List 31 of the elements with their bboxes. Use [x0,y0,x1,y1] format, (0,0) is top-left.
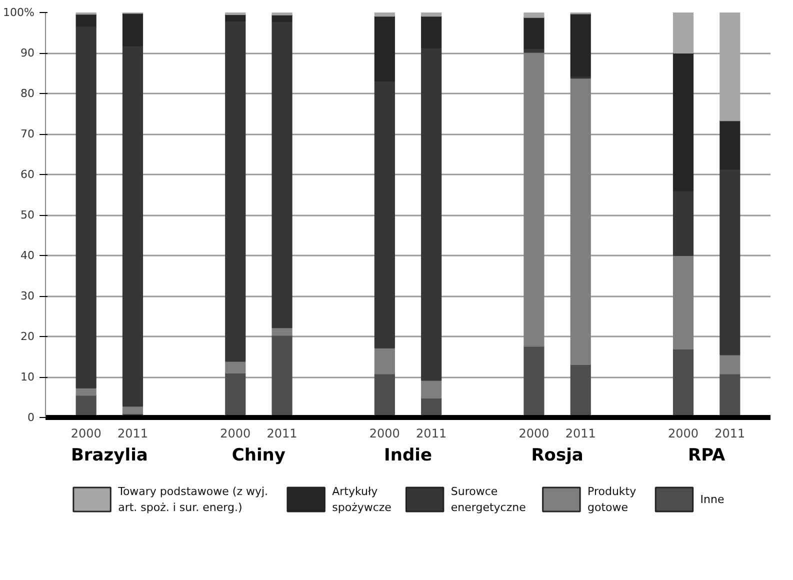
y-tick-label: 90 [20,46,35,60]
text: Chiny [232,446,286,466]
y-tick-label: 40 [20,249,35,262]
x-tick-label: 2000 [220,426,251,440]
x-tick-label: 2000 [70,426,102,440]
legend-label: Surowce energetyczne [450,485,526,514]
y-tick-label: 80 [20,87,35,100]
x-tick-label: 2011 [117,426,148,440]
x-tick-label: 2000 [369,426,400,440]
y-tick-label: 10 [20,370,35,384]
legend-label: Produkty gotowe [588,485,637,514]
y-tick-label: 60 [20,168,35,181]
x-tick-label: 2011 [416,426,447,440]
y-tick-label: 100% [3,6,35,19]
text: Rosja [531,446,584,466]
legend-label: Inne [700,493,724,506]
y-tick-label: 70 [20,128,35,140]
text: RPA [688,446,726,466]
x-tick-label: 2000 [668,426,699,440]
y-tick-label: 50 [20,208,35,222]
text: Brazylia [70,446,148,466]
legend-label: Artykuły spożywcze [332,485,392,514]
y-tick-label: 20 [20,330,35,343]
x-tick-label: 2011 [266,426,298,440]
legend-label: Towary podstawowe (z wyj. art. spoż. i sur. energ.) [117,485,268,514]
y-tick-label: 0 [28,411,34,424]
x-tick-label: 2011 [565,426,596,440]
text: Indie [384,446,432,466]
x-tick-label: 2011 [714,426,746,440]
x-tick-label: 2000 [518,426,550,440]
y-tick-label: 30 [20,290,35,302]
